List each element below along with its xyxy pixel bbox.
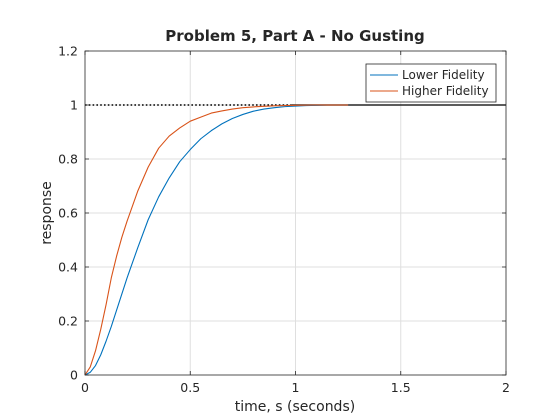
x-tick-label: 0.5 [180,380,200,395]
x-tick-label: 2 [502,380,510,395]
y-tick-label: 0 [70,368,78,383]
y-tick-label: 1 [70,98,78,113]
x-axis-label: time, s (seconds) [235,399,355,415]
series-line-higher-fidelity [84,104,349,376]
y-tick-label: 0.6 [58,206,78,221]
x-tick-label: 1.5 [391,380,411,395]
legend-label: Lower Fidelity [402,68,485,82]
y-tick-label: 0.2 [58,314,78,329]
chart-title: Problem 5, Part A - No Gusting [165,27,424,45]
y-tick-label: 1.2 [58,44,78,59]
series-line-lower-fidelity [84,104,349,376]
y-tick-label: 0.8 [58,152,78,167]
x-tick-label: 1 [292,380,300,395]
legend-label: Higher Fidelity [402,84,489,98]
legend: Lower Fidelity Higher Fidelity [365,63,497,103]
x-tick-label: 0 [81,380,89,395]
series-lines [84,104,349,376]
y-axis-label: response [39,181,55,245]
y-tick-label: 0.4 [58,260,78,275]
axis-ticks: 0 0.5 1 1.5 2 0 0.2 0.4 0.6 0.8 1 1.2 [58,44,510,396]
legend-box [365,63,497,103]
